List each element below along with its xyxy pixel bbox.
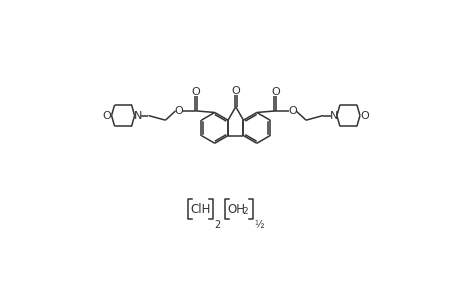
Text: O: O	[191, 87, 200, 97]
Text: O: O	[231, 86, 240, 96]
Text: ClH: ClH	[190, 203, 210, 216]
Text: OH: OH	[227, 203, 245, 216]
Text: ½: ½	[254, 220, 263, 230]
Text: N: N	[133, 111, 141, 121]
Text: N: N	[329, 111, 337, 121]
Text: O: O	[359, 111, 368, 121]
Text: O: O	[288, 106, 297, 116]
Text: O: O	[270, 87, 279, 97]
Text: O: O	[174, 106, 183, 116]
Text: 2: 2	[214, 220, 220, 230]
Text: 2: 2	[241, 207, 247, 216]
Text: O: O	[102, 111, 111, 121]
